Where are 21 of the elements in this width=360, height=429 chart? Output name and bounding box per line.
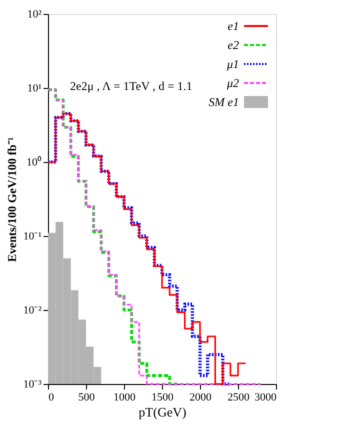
- legend-label: e2: [228, 38, 239, 52]
- y-tick-label: 10²: [27, 8, 42, 20]
- x-axis-title: pT(GeV): [138, 404, 186, 420]
- legend-label: μ2: [226, 76, 239, 90]
- legend-label: μ1: [226, 57, 239, 71]
- y-tick-label: 10⁻²: [23, 304, 42, 316]
- y-tick-label: 10⁻¹: [23, 230, 42, 242]
- y-axis-title: Events/100 GeV/100 fb⁻¹: [5, 136, 20, 262]
- x-tick-label: 2000: [190, 392, 212, 404]
- annotation: 2e2μ , Λ = 1TeV , d = 1.1: [70, 79, 192, 93]
- y-tick-label: 10¹: [27, 82, 42, 94]
- x-tick-label: 1000: [114, 392, 136, 404]
- legend-label: e1: [228, 19, 239, 33]
- legend-label: SM e1: [208, 95, 239, 109]
- x-tick-label: 2500: [228, 392, 250, 404]
- y-tick-label: 10⁻³: [23, 378, 42, 390]
- x-tick-label: 1500: [152, 392, 174, 404]
- x-tick-label: 3000: [254, 392, 277, 404]
- y-tick-label: 10⁰: [26, 156, 42, 168]
- x-tick-label: 500: [78, 392, 96, 404]
- x-tick-label: 0: [48, 392, 54, 404]
